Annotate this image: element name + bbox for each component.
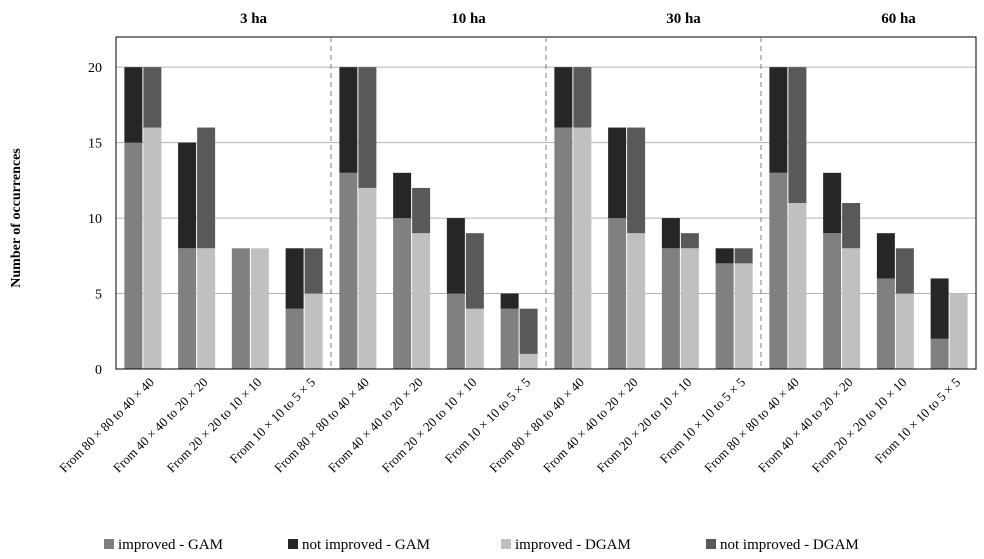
bar-improved-dgam (304, 293, 323, 369)
bar-not-improved-dgam (627, 127, 646, 234)
bar-not-improved-gam (178, 142, 197, 249)
bar-improved-gam (500, 308, 519, 369)
x-tick-label: From 40 × 40 to 20 × 20 (755, 375, 856, 476)
bar-not-improved-gam (446, 218, 465, 294)
y-tick-label: 15 (88, 137, 102, 152)
bar-not-improved-gam (124, 67, 143, 143)
x-tick-label: From 40 × 40 to 20 × 20 (325, 375, 426, 476)
bar-not-improved-gam (769, 67, 788, 173)
bar-improved-dgam (358, 187, 377, 369)
bar-improved-gam (285, 308, 304, 369)
legend-swatch (288, 539, 298, 549)
bar-improved-dgam (949, 293, 968, 369)
bar-improved-dgam (680, 248, 699, 369)
y-tick-label: 5 (95, 288, 102, 303)
bar-not-improved-gam (500, 293, 519, 309)
panel-titles: 3 ha 10 ha 30 ha 60 ha (240, 11, 916, 27)
bar-improved-gam (554, 127, 573, 369)
bar-not-improved-gam (930, 278, 949, 339)
bar-improved-dgam (842, 248, 861, 369)
bar-not-improved-dgam (680, 233, 699, 249)
bar-improved-gam (393, 218, 412, 369)
y-tick-label: 10 (88, 212, 102, 227)
bar-improved-gam (608, 218, 627, 369)
bar-not-improved-gam (554, 67, 573, 128)
bar-not-improved-gam (285, 248, 304, 309)
bar-improved-gam (124, 142, 143, 369)
legend: improved - GAM not improved - GAM improved… (104, 537, 859, 553)
x-tick-label: From 40 × 40 to 20 × 20 (540, 375, 641, 476)
bar-not-improved-dgam (573, 67, 592, 128)
y-tick-labels: 0 5 10 15 20 (88, 61, 102, 378)
bar-not-improved-dgam (358, 67, 377, 188)
legend-swatch (501, 539, 511, 549)
bar-improved-gam (231, 248, 250, 369)
bar-not-improved-dgam (788, 67, 807, 203)
y-tick-label: 0 (95, 363, 102, 378)
bar-improved-gam (876, 278, 895, 369)
bar-improved-gam (339, 172, 358, 369)
bar-not-improved-dgam (842, 203, 861, 249)
bar-not-improved-gam (339, 67, 358, 173)
bar-not-improved-gam (715, 248, 734, 264)
panel-title: 10 ha (451, 11, 486, 27)
x-tick-label: From 20 × 20 to 10 × 10 (594, 375, 695, 476)
bar-improved-dgam (788, 203, 807, 369)
y-axis-label: Number of occurrences (9, 148, 24, 288)
bar-improved-dgam (734, 263, 753, 369)
panel-title: 3 ha (240, 11, 268, 27)
bar-improved-dgam (465, 308, 484, 369)
panel-title: 30 ha (666, 11, 701, 27)
bar-not-improved-dgam (412, 187, 431, 234)
bar-not-improved-gam (608, 127, 627, 219)
bar-not-improved-dgam (304, 248, 323, 294)
bar-improved-gam (446, 293, 465, 369)
bar-improved-gam (715, 263, 734, 369)
bar-improved-gam (769, 172, 788, 369)
bar-not-improved-gam (661, 218, 680, 249)
bar-not-improved-dgam (465, 233, 484, 309)
legend-label: improved - DGAM (515, 537, 631, 553)
bar-not-improved-dgam (519, 308, 538, 354)
bar-improved-gam (661, 248, 680, 369)
bar-not-improved-dgam (197, 127, 216, 249)
bars (124, 67, 968, 369)
bar-improved-dgam (895, 293, 914, 369)
legend-label: not improved - GAM (302, 537, 430, 553)
x-tick-label: From 20 × 20 to 10 × 10 (164, 375, 265, 476)
bar-improved-dgam (627, 233, 646, 369)
x-tick-label: From 80 × 80 to 40 × 40 (701, 375, 802, 476)
panel-dividers (330, 37, 762, 369)
bar-improved-dgam (143, 127, 162, 369)
x-tick-label: From 80 × 80 to 40 × 40 (56, 375, 157, 476)
x-tick-label: From 80 × 80 to 40 × 40 (486, 375, 587, 476)
bar-not-improved-gam (876, 233, 895, 279)
x-tick-label: From 40 × 40 to 20 × 20 (110, 375, 211, 476)
bar-improved-gam (823, 233, 842, 369)
legend-label: improved - GAM (118, 537, 223, 553)
x-tick-label: From 20 × 20 to 10 × 10 (809, 375, 910, 476)
bar-improved-dgam (519, 353, 538, 369)
bar-not-improved-dgam (895, 248, 914, 294)
legend-swatch (706, 539, 716, 549)
bar-improved-dgam (250, 248, 269, 369)
legend-label: not improved - DGAM (720, 537, 859, 553)
bar-not-improved-gam (823, 172, 842, 234)
legend-swatch (104, 539, 114, 549)
y-tick-label: 20 (88, 61, 102, 76)
bar-improved-dgam (573, 127, 592, 369)
panel-title: 60 ha (881, 11, 916, 27)
bar-improved-gam (178, 248, 197, 369)
x-tick-label: From 80 × 80 to 40 × 40 (271, 375, 372, 476)
x-tick-label: From 20 × 20 to 10 × 10 (379, 375, 480, 476)
bar-improved-dgam (197, 248, 216, 369)
bar-improved-dgam (412, 233, 431, 369)
bar-not-improved-gam (393, 172, 412, 219)
bar-not-improved-dgam (143, 67, 162, 128)
bar-improved-gam (930, 338, 949, 369)
bar-not-improved-dgam (734, 248, 753, 264)
